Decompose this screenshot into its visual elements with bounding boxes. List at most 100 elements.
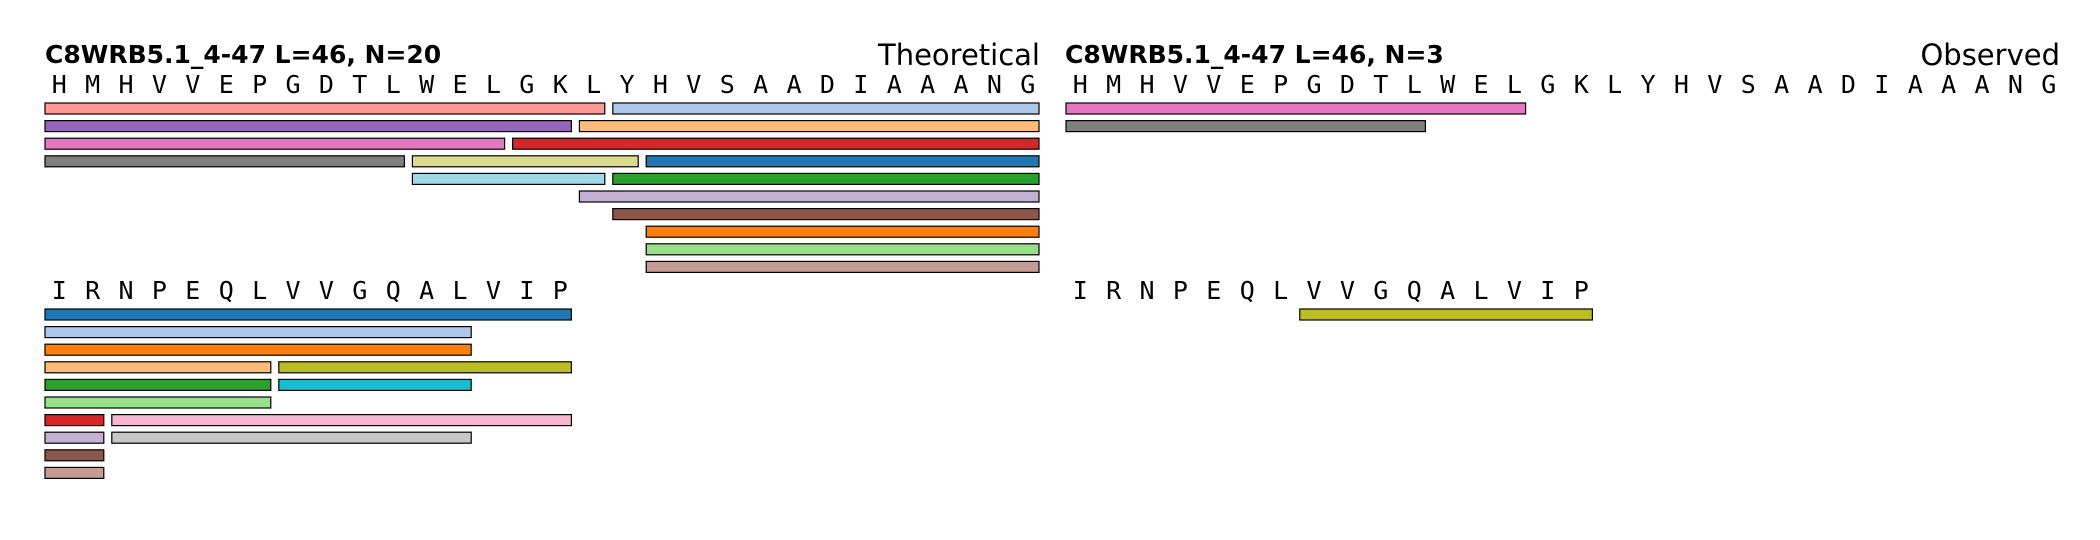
residue-letter: S <box>1741 70 1756 99</box>
residue-letter: Q <box>1407 276 1422 305</box>
residue-letter: Y <box>620 70 635 99</box>
residue-letter: E <box>1206 276 1221 305</box>
residue-letter: V <box>1507 276 1522 305</box>
residue-letter: L <box>486 70 501 99</box>
peptide-segment <box>645 155 1040 168</box>
residue-letter: A <box>1908 70 1923 99</box>
peptide-segment <box>44 361 272 374</box>
residue-letter: V <box>1340 276 1355 305</box>
residue-letter: V <box>1173 70 1188 99</box>
residue-letter: W <box>419 70 435 99</box>
residue-letter: L <box>1273 276 1288 305</box>
sequence-row-2-peptides <box>1299 308 1594 321</box>
peptide-segment <box>645 243 1040 256</box>
residue-letter: E <box>453 70 468 99</box>
residue-letter: T <box>1373 70 1388 99</box>
residue-letter: G <box>1373 276 1388 305</box>
residue-letter: I <box>519 276 534 305</box>
residue-letter: D <box>319 70 334 99</box>
residue-letter: K <box>553 70 568 99</box>
residue-letter: A <box>1808 70 1823 99</box>
residue-letter: P <box>553 276 568 305</box>
residue-letter: P <box>152 276 167 305</box>
residue-letter: H <box>653 70 668 99</box>
peptide-segment <box>44 431 105 444</box>
residue-letter: P <box>1273 70 1288 99</box>
peptide-segment <box>1299 308 1594 321</box>
peptide-segment <box>511 137 1040 150</box>
peptide-segment <box>44 137 506 150</box>
peptide-segment <box>278 361 572 374</box>
residue-letter: A <box>1774 70 1789 99</box>
peptide-segment <box>44 466 105 479</box>
peptide-segment <box>44 378 272 391</box>
residue-letter: I <box>1874 70 1889 99</box>
peptide-segment <box>44 119 573 133</box>
residue-letter: V <box>152 70 167 99</box>
residue-letter: E <box>219 70 234 99</box>
peptide-segment <box>44 102 606 115</box>
residue-letter: D <box>820 70 835 99</box>
residue-letter: R <box>85 276 101 305</box>
peptide-segment <box>44 343 472 356</box>
residue-letter: H <box>1140 70 1155 99</box>
residue-letter: P <box>252 70 267 99</box>
peptide-segment <box>111 414 573 427</box>
peptide-segment <box>1065 119 1426 133</box>
peptide-segment <box>44 449 105 462</box>
peptide-segment <box>645 260 1040 273</box>
residue-letter: E <box>1474 70 1489 99</box>
residue-letter: N <box>119 276 134 305</box>
residue-letter: T <box>352 70 367 99</box>
residue-letter: N <box>2008 70 2023 99</box>
panel-title: C8WRB5.1_4-47 L=46, N=20 <box>45 40 441 69</box>
residue-letter: A <box>419 276 434 305</box>
peptide-segment <box>278 378 472 391</box>
peptide-segment <box>612 172 1040 185</box>
peptide-segment <box>44 326 472 339</box>
residue-letter: L <box>1407 70 1422 99</box>
peptide-segment <box>411 155 639 168</box>
panel-mode-label: Theoretical <box>877 38 1040 72</box>
residue-letter: I <box>1073 276 1088 305</box>
peptide-segment <box>578 119 1040 133</box>
residue-letter: Q <box>1240 276 1255 305</box>
peptide-segment <box>612 208 1040 221</box>
residue-letter: M <box>85 70 100 99</box>
residue-letter: A <box>1941 70 1956 99</box>
residue-letter: A <box>887 70 902 99</box>
peptide-segment <box>411 172 606 185</box>
residue-letter: K <box>1574 70 1589 99</box>
residue-letter: N <box>1140 276 1155 305</box>
residue-letter: L <box>386 70 401 99</box>
peptide-segment <box>612 102 1040 115</box>
peptide-segment <box>645 225 1040 238</box>
sequence-row-1-peptides <box>44 102 1040 273</box>
residue-letter: V <box>286 276 301 305</box>
residue-letter: G <box>1020 70 1035 99</box>
residue-letter: A <box>1975 70 1990 99</box>
residue-letter: R <box>1106 276 1122 305</box>
peptide-segment <box>44 308 573 321</box>
residue-letter: G <box>286 70 301 99</box>
peptide-segment <box>578 190 1040 203</box>
residue-letter: V <box>1307 276 1322 305</box>
residue-letter: D <box>1340 70 1355 99</box>
residue-letter: L <box>586 70 601 99</box>
residue-letter: V <box>486 276 501 305</box>
residue-letter: G <box>1307 70 1322 99</box>
residue-letter: P <box>1574 276 1589 305</box>
residue-letter: H <box>1073 70 1088 99</box>
residue-letter: E <box>185 276 200 305</box>
residue-letter: A <box>920 70 935 99</box>
residue-letter: Q <box>219 276 234 305</box>
residue-letter: L <box>252 276 267 305</box>
residue-letter: A <box>954 70 969 99</box>
residue-letter: G <box>2041 70 2056 99</box>
